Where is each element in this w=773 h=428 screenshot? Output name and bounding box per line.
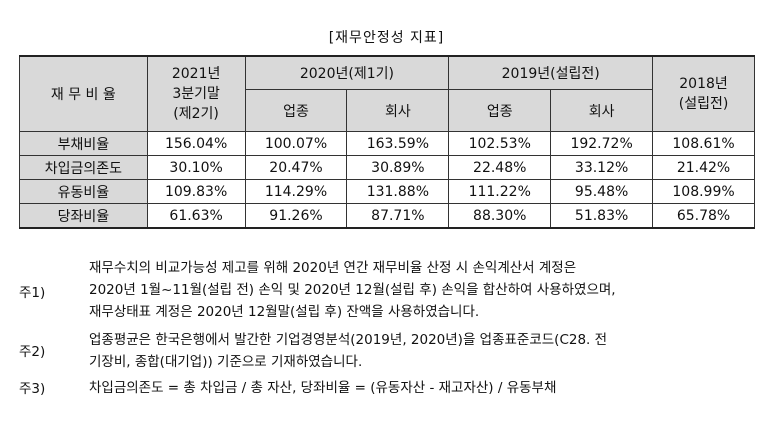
- row-label: 유동비율: [19, 179, 148, 204]
- header-2019: 2019년(설립전): [448, 55, 654, 90]
- cell-2018: 65.78%: [652, 203, 755, 229]
- cell-2019-company: 95.48%: [550, 179, 654, 204]
- cell-2019-company: 33.12%: [550, 155, 654, 180]
- table-row: 차입금의존도 30.10% 20.47% 30.89% 22.48% 33.12…: [19, 155, 755, 180]
- footnotes: 주1) 재무수치의 비교가능성 제고를 위해 2020년 연간 재무비율 산정 …: [19, 257, 759, 399]
- footnote-tag: 주3): [19, 381, 46, 397]
- table-title: [재무안정성 지표]: [328, 30, 445, 46]
- cell-2021: 156.04%: [146, 131, 246, 156]
- footnote-3: 주3) 차입금의존도 = 총 차입금 / 총 자산, 당좌비율 = (유동자산 …: [19, 377, 759, 399]
- table-row: 유동비율 109.83% 114.29% 131.88% 111.22% 95.…: [19, 179, 755, 204]
- cell-2020-company: 163.59%: [346, 131, 450, 156]
- header-2020-company: 회사: [346, 89, 450, 132]
- header-2018: 2018년 (설립전): [652, 55, 755, 132]
- cell-2018: 21.42%: [652, 155, 755, 180]
- cell-2020-industry: 100.07%: [244, 131, 348, 156]
- cell-2020-industry: 114.29%: [244, 179, 348, 204]
- row-label: 차입금의존도: [19, 155, 148, 180]
- cell-2019-industry: 111.22%: [448, 179, 552, 204]
- header-2021: 2021년 3분기말 (제2기): [146, 55, 246, 132]
- header-2020-industry: 업종: [244, 89, 348, 132]
- cell-2020-company: 131.88%: [346, 179, 450, 204]
- footnote-line: 업종평균은 한국은행에서 발간한 기업경영분석(2019년, 2020년)을 업…: [89, 332, 608, 348]
- cell-2020-company: 30.89%: [346, 155, 450, 180]
- header-2018-year: 2018년: [679, 76, 728, 92]
- header-ratio-label: 재 무 비 율: [19, 55, 148, 132]
- footnote-line: 재무수치의 비교가능성 제고를 위해 2020년 연간 재무비율 산정 시 손익…: [89, 260, 577, 276]
- cell-2020-company: 87.71%: [346, 203, 450, 229]
- cell-2021: 30.10%: [146, 155, 246, 180]
- cell-2019-company: 51.83%: [550, 203, 654, 229]
- table-row: 부채비율 156.04% 100.07% 163.59% 102.53% 192…: [19, 131, 755, 156]
- header-2021-period: (제2기): [173, 106, 219, 122]
- cell-2021: 61.63%: [146, 203, 246, 229]
- row-label: 부채비율: [19, 131, 148, 156]
- cell-2020-industry: 91.26%: [244, 203, 348, 229]
- cell-2019-industry: 22.48%: [448, 155, 552, 180]
- header-2021-quarter: 3분기말: [172, 86, 220, 102]
- footnote-line: 재무상태표 계정은 2020년 12월말(설립 후) 잔액을 사용하였습니다.: [89, 304, 480, 320]
- footnote-tag: 주1): [19, 285, 46, 301]
- header-2018-period: (설립전): [678, 96, 729, 112]
- cell-2018: 108.61%: [652, 131, 755, 156]
- footnote-line: 차입금의존도 = 총 차입금 / 총 자산, 당좌비율 = (유동자산 - 재고…: [89, 380, 557, 396]
- header-2021-year: 2021년: [171, 66, 221, 82]
- financial-stability-table: 재 무 비 율 2021년 3분기말 (제2기) 2020년(제1기) 2019…: [19, 55, 755, 229]
- footnote-2: 주2) 업종평균은 한국은행에서 발간한 기업경영분석(2019년, 2020년…: [19, 329, 759, 373]
- table-row: 당좌비율 61.63% 91.26% 87.71% 88.30% 51.83% …: [19, 203, 755, 229]
- row-label: 당좌비율: [19, 203, 148, 229]
- cell-2019-company: 192.72%: [550, 131, 654, 156]
- header-2019-company: 회사: [550, 89, 654, 132]
- footnote-1: 주1) 재무수치의 비교가능성 제고를 위해 2020년 연간 재무비율 산정 …: [19, 257, 759, 327]
- header-2020: 2020년(제1기): [244, 55, 450, 90]
- footnote-line: 기장비, 종합(대기업)) 기준으로 기재하였습니다.: [89, 354, 363, 370]
- cell-2018: 108.99%: [652, 179, 755, 204]
- cell-2019-industry: 88.30%: [448, 203, 552, 229]
- header-2019-industry: 업종: [448, 89, 552, 132]
- footnote-tag: 주2): [19, 344, 46, 360]
- cell-2019-industry: 102.53%: [448, 131, 552, 156]
- footnote-line: 2020년 1월~11월(설립 전) 손익 및 2020년 12월(설립 후) …: [89, 282, 616, 298]
- cell-2020-industry: 20.47%: [244, 155, 348, 180]
- cell-2021: 109.83%: [146, 179, 246, 204]
